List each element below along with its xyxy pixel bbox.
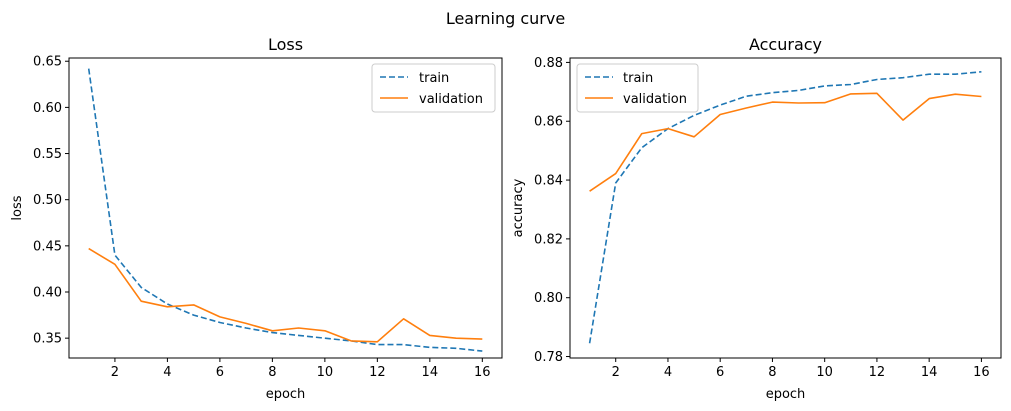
accuracy-x-tick-label: 6	[716, 365, 724, 380]
loss-train-line	[87, 68, 483, 352]
accuracy-x-tick-label: 8	[768, 365, 776, 380]
loss-legend-validation-label: validation	[419, 92, 483, 107]
loss-legend-frame	[371, 63, 496, 113]
loss-validation-line	[88, 247, 483, 343]
figure-title: Learning curve	[446, 9, 565, 28]
accuracy-y-tick-label: 0.88	[534, 56, 563, 71]
accuracy-train-line	[588, 71, 982, 344]
accuracy-y-tick-label: 0.80	[534, 291, 563, 306]
loss-x-tick-label: 14	[422, 365, 439, 380]
loss-x-tick-label: 6	[216, 365, 224, 380]
accuracy-legend-train-label: train	[623, 71, 653, 86]
accuracy-legend-validation-label: validation	[623, 92, 687, 107]
accuracy-y-tick-label: 0.78	[534, 350, 563, 365]
loss-x-tick-label: 2	[111, 365, 119, 380]
accuracy-subplot-title: Accuracy	[749, 35, 822, 54]
loss-x-tick-label: 12	[369, 365, 386, 380]
loss-y-tick-label: 0.65	[33, 55, 62, 70]
accuracy-x-tick-label: 14	[921, 365, 938, 380]
loss-x-axis-label: epoch	[266, 387, 306, 402]
accuracy-x-tick-label: 10	[816, 365, 833, 380]
accuracy-x-tick-label: 16	[973, 365, 990, 380]
accuracy-x-tick-label: 12	[869, 365, 886, 380]
loss-y-tick-label: 0.40	[33, 286, 62, 301]
accuracy-subplot: Accuracy epoch accuracy train validation…	[511, 35, 1002, 402]
loss-axes-frame	[68, 57, 503, 359]
accuracy-validation-line	[589, 92, 982, 192]
loss-x-tick-label: 10	[317, 365, 334, 380]
loss-subplot: Loss epoch loss train validation 2 4 6 8 10 1…	[10, 35, 503, 402]
accuracy-x-tick-label: 2	[612, 365, 620, 380]
loss-y-tick-label: 0.55	[33, 147, 62, 162]
loss-y-tick-label: 0.45	[33, 239, 62, 254]
loss-y-tick-label: 0.60	[33, 101, 62, 116]
loss-subplot-title: Loss	[268, 35, 303, 54]
accuracy-y-tick-label: 0.86	[534, 115, 563, 130]
loss-y-axis-label: loss	[10, 195, 25, 220]
loss-x-tick-label: 8	[268, 365, 276, 380]
loss-y-tick-label: 0.35	[33, 332, 62, 347]
loss-x-tick-label: 4	[163, 365, 171, 380]
accuracy-x-tick-label: 4	[664, 365, 672, 380]
accuracy-x-axis-label: epoch	[766, 387, 806, 402]
loss-x-tick-label: 16	[474, 365, 491, 380]
accuracy-y-tick-label: 0.82	[534, 232, 563, 247]
loss-legend-train-label: train	[419, 71, 449, 86]
accuracy-y-axis-label: accuracy	[511, 178, 526, 237]
accuracy-legend-frame	[576, 63, 699, 113]
loss-y-tick-label: 0.50	[33, 193, 62, 208]
accuracy-y-tick-label: 0.84	[534, 174, 563, 189]
loss-legend: train validation	[371, 63, 496, 113]
accuracy-axes-frame	[569, 57, 1002, 359]
accuracy-legend: train validation	[576, 63, 699, 113]
